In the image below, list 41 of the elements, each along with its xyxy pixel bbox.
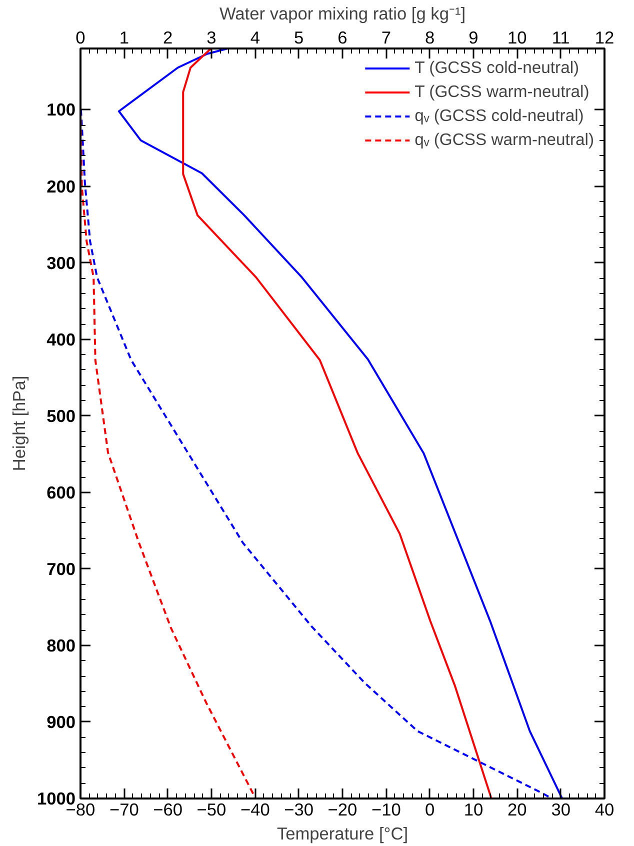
x2-tick-label: 5: [294, 28, 304, 48]
y-tick-label: 200: [46, 176, 76, 196]
x2-tick-label: 9: [468, 28, 478, 48]
x-tick-label: −40: [240, 800, 270, 820]
x-tick-label: −60: [153, 800, 183, 820]
legend-label: T (GCSS cold-neutral): [414, 58, 580, 78]
x-tick-label: −20: [328, 800, 358, 820]
x2-tick-label: 0: [76, 28, 86, 48]
y-tick-label: 600: [46, 482, 76, 502]
legend-label: T (GCSS warm-neutral): [414, 82, 590, 102]
x2-tick-label: 10: [508, 28, 527, 48]
x2-tick-label: 1: [119, 28, 129, 48]
x-tick-label: 20: [508, 800, 527, 820]
x2-tick-label: 6: [338, 28, 348, 48]
x-tick-label: −50: [196, 800, 226, 820]
x-tick-label: −30: [284, 800, 314, 820]
x-tick-label: 10: [464, 800, 484, 820]
y-tick-label: 300: [46, 252, 76, 273]
legend-label: qᵥ (GCSS cold-neutral): [414, 106, 584, 126]
x2-tick-label: 12: [594, 28, 614, 48]
x2-tick-label: 11: [552, 28, 570, 48]
y-tick-label: 800: [46, 635, 76, 656]
x-axis-title: Temperature [°C]: [276, 824, 408, 844]
x-tick-label: −70: [109, 800, 139, 820]
x-tick-label: 0: [425, 800, 435, 820]
x2-tick-label: 4: [250, 28, 260, 48]
y-axis-title: Height [hPa]: [8, 376, 29, 472]
x2-axis-title: Water vapor mixing ratio [g kg⁻¹]: [219, 4, 466, 24]
y-tick-label: 700: [46, 558, 76, 579]
y-tick-label: 900: [46, 712, 76, 732]
y-tick-label: 400: [46, 329, 76, 350]
x2-tick-label: 3: [206, 28, 216, 48]
y-tick-label: 500: [46, 406, 76, 426]
legend-label: qᵥ (GCSS warm-neutral): [414, 130, 594, 150]
x-tick-label: 30: [551, 800, 570, 820]
x2-tick-label: 8: [425, 28, 435, 48]
x2-tick-label: 2: [163, 28, 173, 48]
y-tick-label: 100: [46, 100, 76, 120]
x2-tick-label: 7: [381, 28, 391, 48]
x-tick-label: −10: [371, 800, 401, 820]
x-tick-label: 40: [594, 800, 614, 820]
